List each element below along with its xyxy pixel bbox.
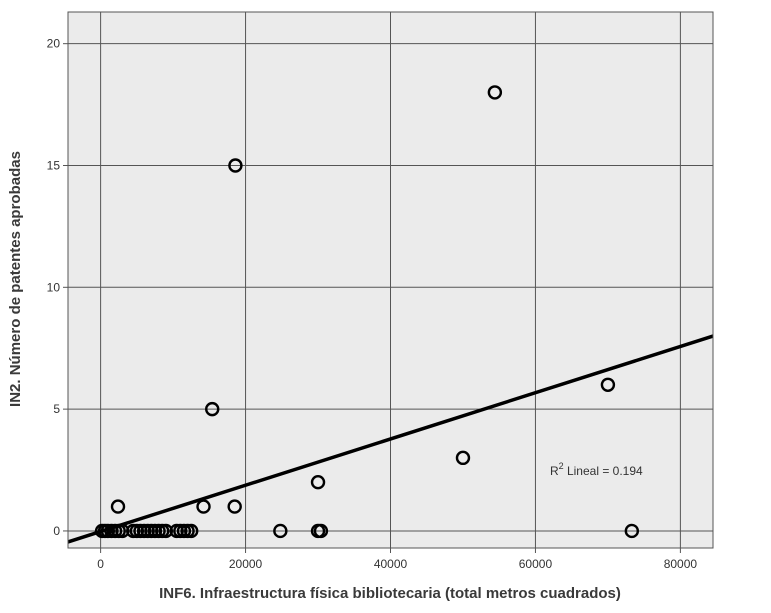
y-axis-title: IN2. Número de patentes aprobadas — [7, 151, 24, 407]
data-point — [455, 450, 471, 466]
x-tick-label: 20000 — [229, 557, 263, 571]
data-point — [205, 401, 220, 417]
x-tick-label: 80000 — [664, 557, 698, 571]
x-axis-title: INF6. Infraestructura física bibliotecar… — [159, 585, 621, 602]
y-tick-label: 0 — [53, 524, 60, 538]
data-point — [487, 85, 503, 100]
data-point — [196, 499, 211, 514]
y-tick-label: 5 — [53, 402, 60, 416]
data-point — [228, 158, 243, 173]
data-point — [184, 523, 199, 539]
r-squared-annotation: R2 Lineal = 0.194 — [550, 461, 643, 478]
data-points — [94, 85, 640, 539]
data-point — [624, 523, 640, 539]
x-tick-label: 60000 — [519, 557, 553, 571]
data-point — [273, 523, 288, 539]
y-axis-tick-labels: 0 5 10 15 20 — [47, 37, 61, 538]
y-tick-label: 10 — [47, 280, 61, 294]
data-point — [310, 475, 326, 490]
plot-frame — [67, 11, 714, 549]
data-point — [110, 499, 126, 514]
r-squared-base: R — [550, 464, 559, 478]
x-axis-tick-labels: 0 20000 40000 60000 80000 — [97, 557, 697, 571]
y-axis-ticks — [63, 43, 68, 532]
y-gridlines — [68, 43, 713, 532]
r-squared-superscript: 2 — [559, 461, 564, 471]
linear-fit-line — [67, 334, 714, 544]
y-tick-label: 15 — [47, 158, 61, 172]
x-axis-ticks — [100, 548, 681, 553]
y-tick-label: 20 — [47, 37, 61, 51]
x-tick-label: 0 — [97, 557, 104, 571]
r-squared-value: Lineal = 0.194 — [564, 464, 643, 478]
data-point — [227, 499, 242, 514]
x-tick-label: 40000 — [374, 557, 408, 571]
x-gridlines — [100, 12, 681, 548]
data-point — [600, 377, 616, 392]
data-point — [313, 523, 329, 539]
